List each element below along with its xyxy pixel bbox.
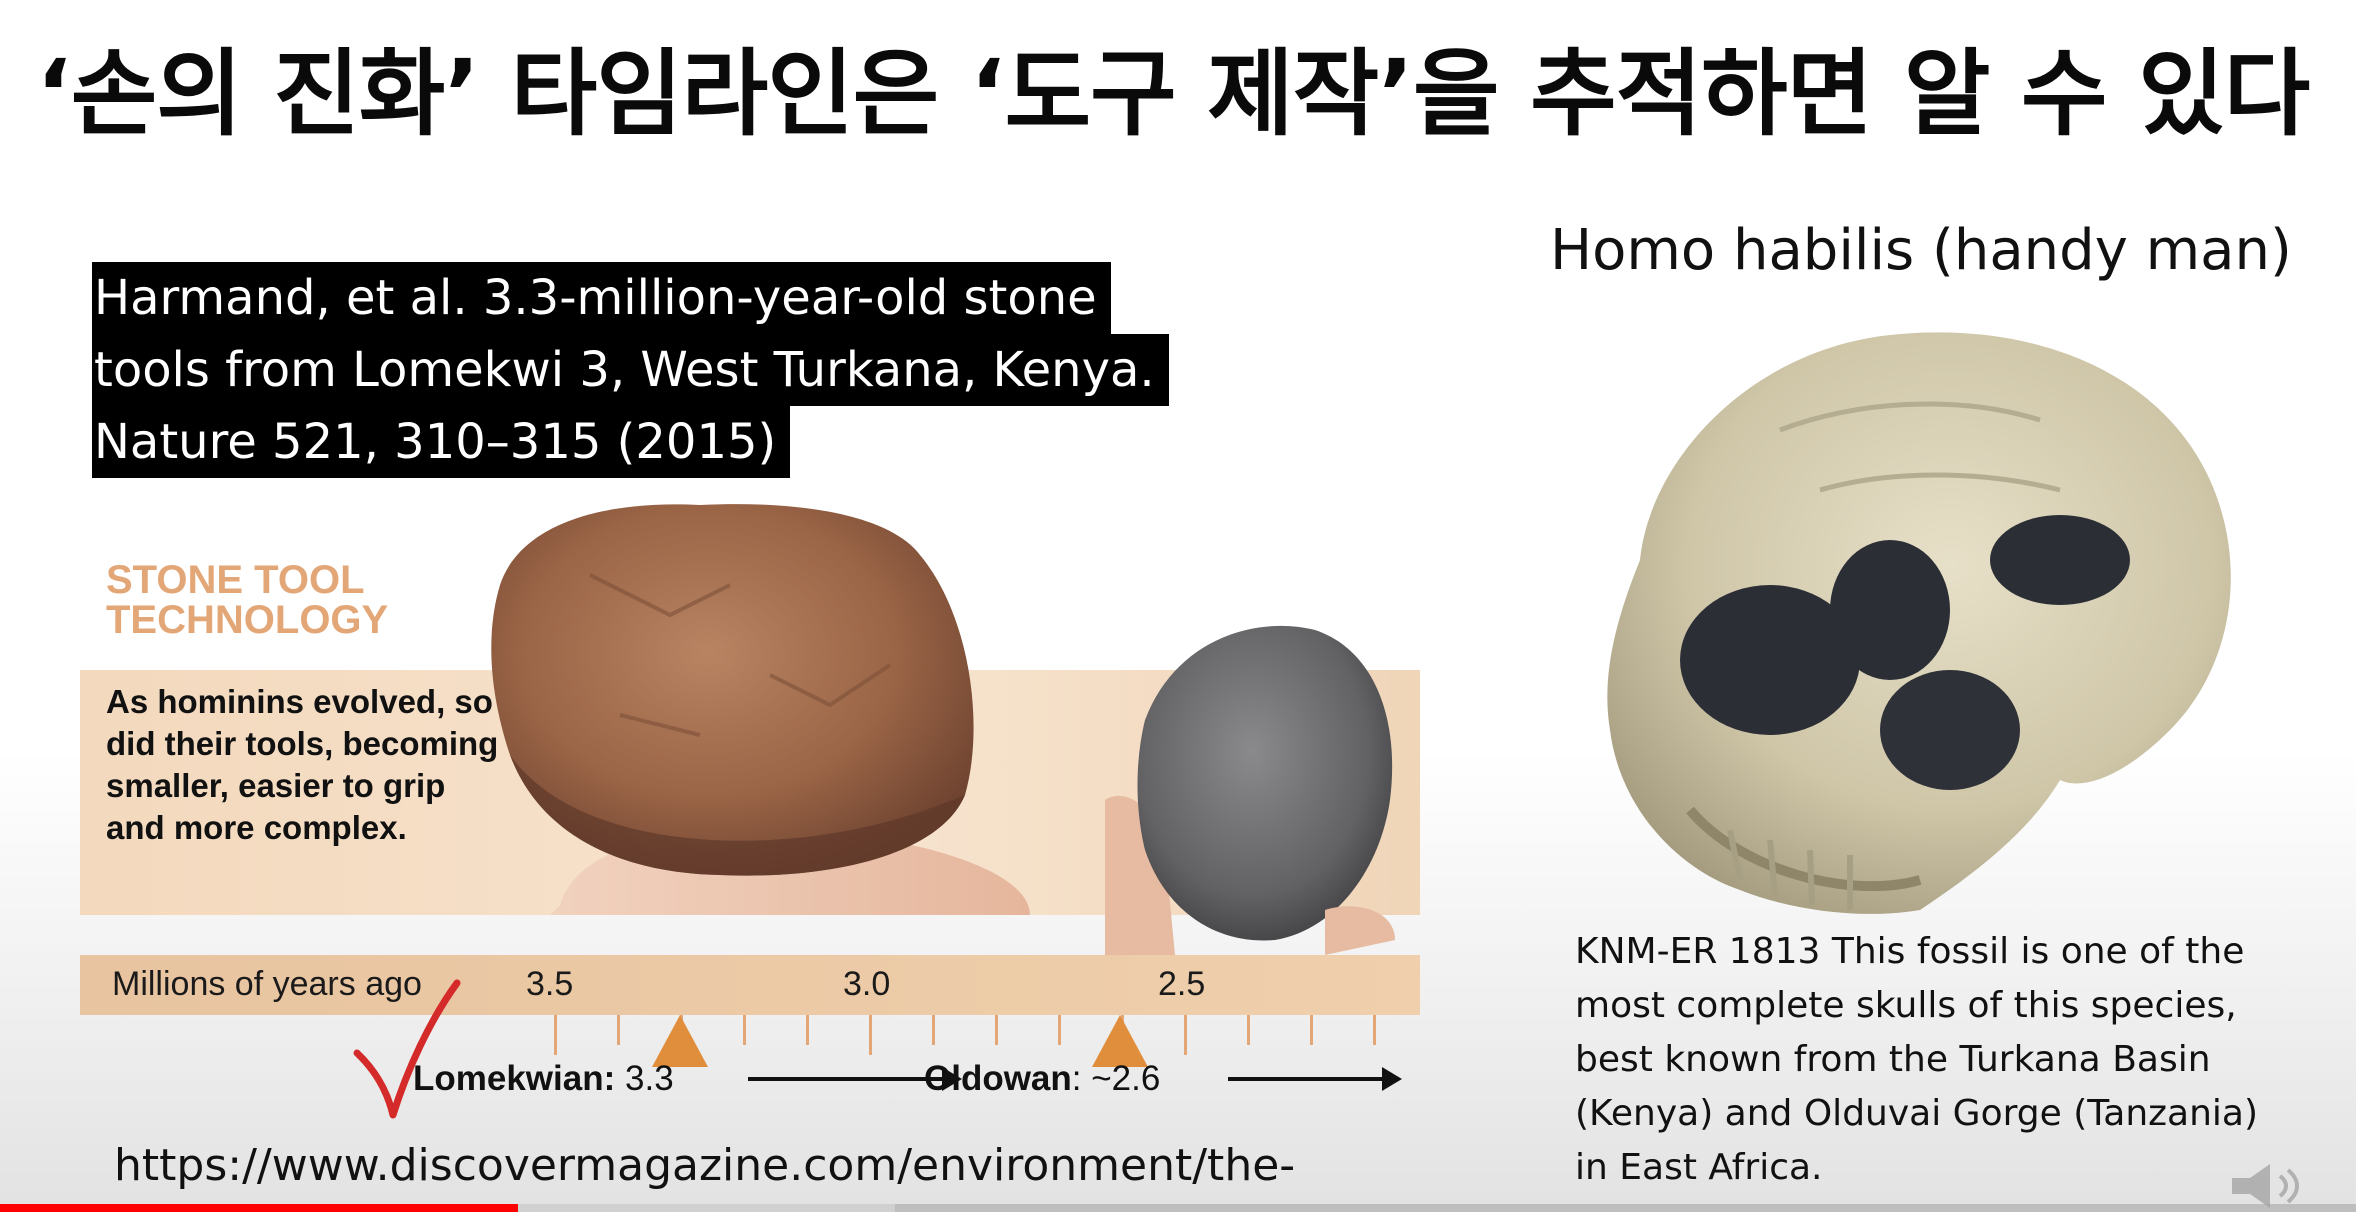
tick	[995, 1015, 998, 1045]
tick	[932, 1015, 935, 1045]
axis-label: Millions of years ago	[112, 965, 422, 1003]
reference-line-1: Harmand, et al. 3.3-million-year-old sto…	[92, 262, 1111, 334]
tick	[1373, 1015, 1376, 1045]
lomekwian-value: 3.3	[625, 1059, 674, 1098]
tick	[1058, 1015, 1061, 1045]
tick	[1247, 1015, 1250, 1045]
reference-citation: Harmand, et al. 3.3-million-year-old sto…	[92, 262, 1169, 478]
tick	[1184, 1015, 1187, 1055]
arrow-icon	[1228, 1067, 1402, 1091]
lomekwian-marker-icon	[652, 1015, 708, 1067]
oldowan-marker-icon	[1092, 1015, 1148, 1067]
reference-line-2: tools from Lomekwi 3, West Turkana, Keny…	[92, 334, 1169, 406]
tick-label-3-0: 3.0	[843, 965, 891, 1003]
tech-title-line-2: TECHNOLOGY	[106, 598, 389, 642]
tick	[806, 1015, 809, 1045]
tech-title: STONE TOOL TECHNOLOGY	[106, 560, 388, 640]
lomekwi-stone-image	[491, 504, 1030, 915]
tick	[869, 1015, 872, 1055]
homo-habilis-skull-image	[1607, 332, 2231, 914]
arrow-icon	[748, 1067, 962, 1091]
oldowan-stone-image	[1105, 625, 1395, 955]
tick	[554, 1015, 557, 1055]
slide-title: ‘손의 진화’ 타임라인은 ‘도구 제작’을 추적하면 알 수 있다	[36, 40, 2310, 149]
checkmark-icon	[353, 979, 461, 1119]
tick	[1310, 1015, 1313, 1045]
video-progress-bar[interactable]	[0, 1204, 2356, 1212]
source-url[interactable]: https://www.discovermagazine.com/environ…	[114, 1140, 1296, 1191]
progress-played	[0, 1204, 519, 1212]
tick	[743, 1015, 746, 1045]
fossil-caption: KNM-ER 1813 This fossil is one of the mo…	[1575, 931, 2259, 1188]
lomekwian-name: Lomekwian:	[413, 1059, 616, 1098]
oldowan-label: Oldowan: ~2.6	[924, 1059, 1160, 1099]
oldowan-name: Oldowan	[924, 1059, 1072, 1098]
tech-title-line-1: STONE TOOL	[106, 558, 365, 602]
stone-tool-figure: STONE TOOL TECHNOLOGY As hominins evolve…	[80, 495, 1420, 1140]
tick-label-2-5: 2.5	[1158, 965, 1206, 1003]
volume-icon[interactable]	[2222, 1160, 2312, 1212]
tick	[617, 1015, 620, 1045]
timeline-axis: Millions of years ago 3.5 3.0 2.5	[80, 955, 1420, 1015]
tick-label-3-5: 3.5	[526, 965, 574, 1003]
oldowan-value: : ~2.6	[1071, 1059, 1161, 1098]
lomekwian-label: Lomekwian: 3.3	[413, 1059, 674, 1099]
reference-line-3: Nature 521, 310–315 (2015)	[92, 406, 791, 478]
tech-description: As hominins evolved, so did their tools,…	[106, 683, 499, 846]
species-heading: Homo habilis (handy man)	[1550, 218, 2292, 283]
